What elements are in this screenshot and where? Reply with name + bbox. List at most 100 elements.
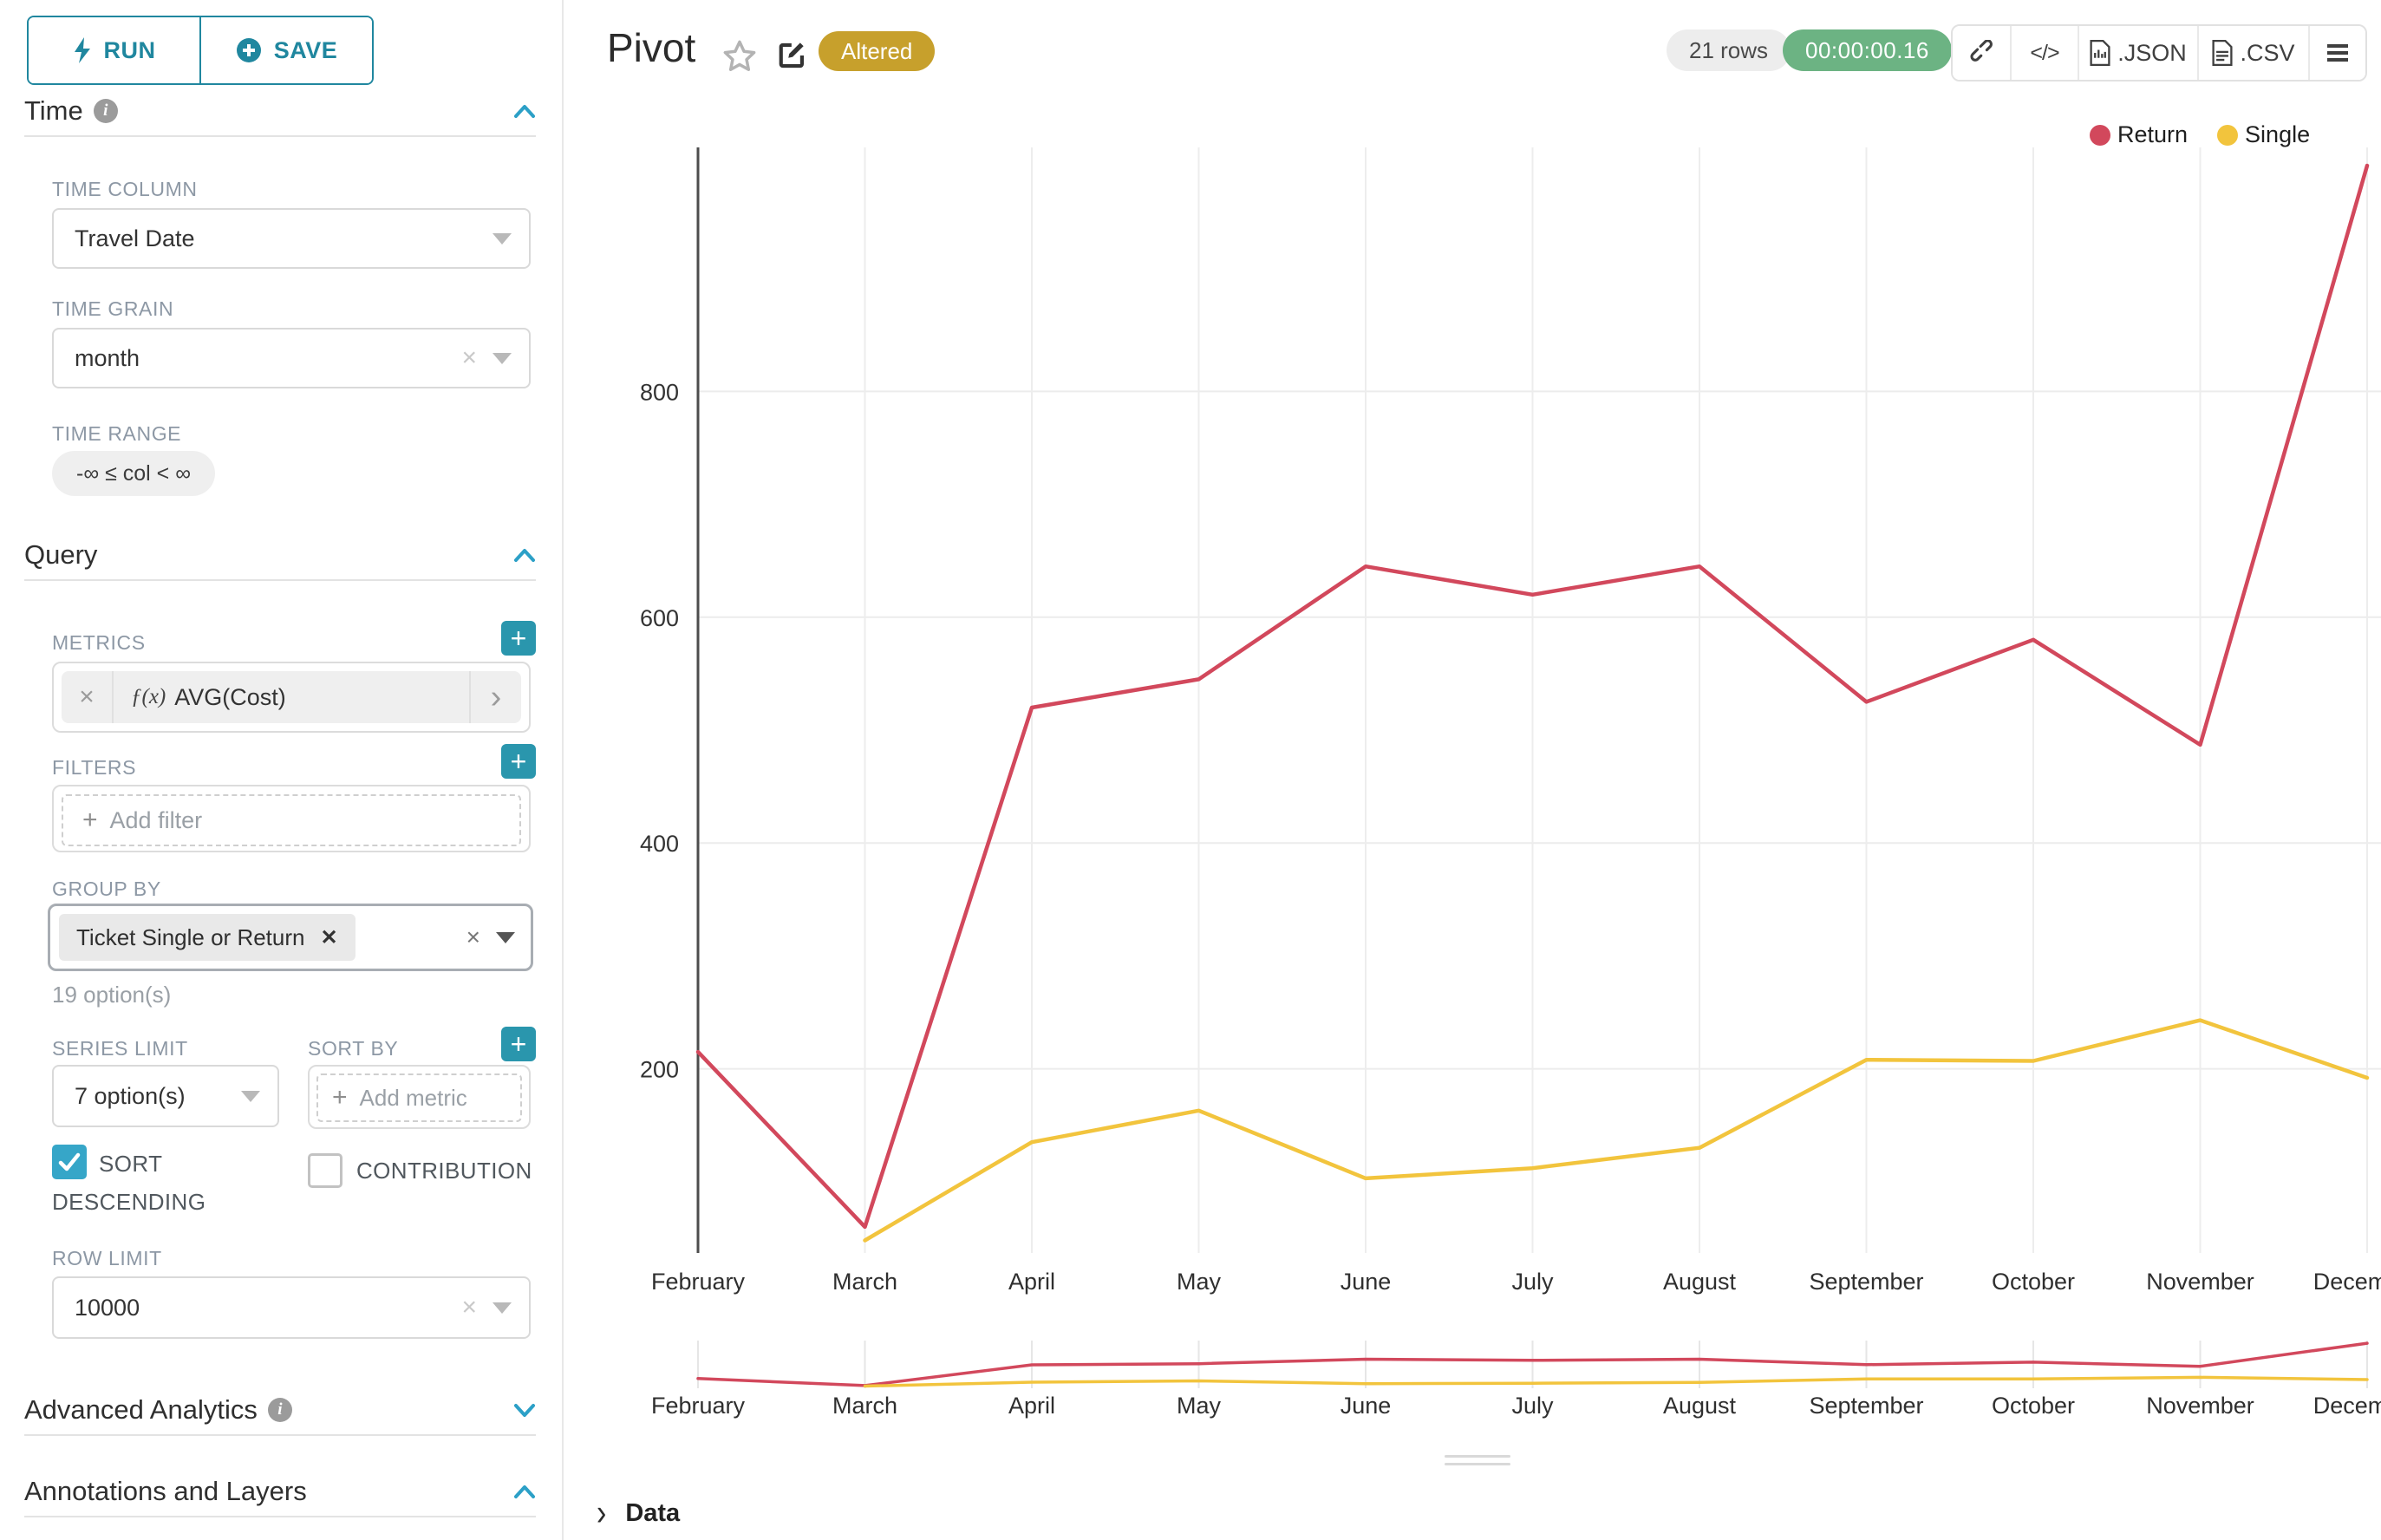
chart-legend: Return Single — [2090, 121, 2310, 148]
caret-down-icon — [241, 1090, 260, 1102]
group-by-chip[interactable]: Ticket Single or Return ✕ — [59, 914, 356, 961]
favorite-star-icon[interactable] — [721, 38, 758, 75]
query-section-header[interactable]: Query — [24, 531, 536, 581]
chevron-up-icon[interactable] — [513, 1484, 536, 1499]
svg-text:October: October — [1992, 1269, 2075, 1295]
caret-down-icon — [493, 232, 512, 245]
time-range-pill[interactable]: -∞ ≤ col < ∞ — [52, 451, 216, 496]
fx-icon: ƒ(x) — [131, 685, 166, 708]
altered-badge-label: Altered — [841, 37, 913, 64]
time-section-title: Time — [24, 95, 83, 126]
sort-by-label: SORT BY — [308, 1037, 399, 1060]
chevron-down-icon[interactable] — [513, 1402, 536, 1418]
add-filter-button[interactable]: + — [501, 744, 536, 779]
sort-descending-control[interactable]: SORT DESCENDING — [52, 1145, 251, 1221]
metrics-label: METRICS — [52, 631, 146, 654]
group-by-select[interactable]: Ticket Single or Return ✕ × — [48, 904, 533, 971]
add-metric-button[interactable]: + — [501, 621, 536, 656]
run-button[interactable]: RUN — [29, 17, 201, 83]
svg-text:February: February — [651, 1393, 746, 1419]
control-panel-sidebar: RUN SAVE Time i TIME COLUMN Travel Date … — [0, 0, 564, 1540]
row-count-badge: 21 rows — [1667, 29, 1791, 71]
series-limit-select[interactable]: 7 option(s) — [52, 1065, 279, 1127]
sort-descending-checkbox[interactable] — [52, 1145, 87, 1179]
time-grain-value: month — [75, 344, 140, 371]
advanced-analytics-section-header[interactable]: Advanced Analytics i — [24, 1386, 536, 1436]
save-button-label: SAVE — [273, 36, 338, 63]
series-limit-value: 7 option(s) — [75, 1082, 186, 1109]
contribution-control[interactable]: CONTRIBUTION — [308, 1153, 532, 1188]
data-panel-toggle[interactable]: › Data — [597, 1492, 681, 1534]
chevron-up-icon[interactable] — [513, 103, 536, 119]
svg-text:600: 600 — [640, 605, 679, 631]
svg-text:March: March — [832, 1269, 897, 1295]
time-section-header[interactable]: Time i — [24, 87, 536, 137]
caret-down-icon — [496, 931, 515, 943]
svg-text:April: April — [1008, 1269, 1055, 1295]
panel-resize-handle[interactable] — [1445, 1455, 1510, 1471]
plus-icon: + — [82, 806, 98, 834]
caret-down-icon — [493, 1302, 512, 1314]
contribution-checkbox[interactable] — [308, 1153, 342, 1188]
menu-button[interactable] — [2310, 26, 2365, 80]
run-save-button-group: RUN SAVE — [27, 16, 374, 85]
metric-chip[interactable]: × ƒ(x) AVG(Cost) › — [62, 671, 521, 723]
legend-item-single[interactable]: Single — [2217, 121, 2310, 148]
chevron-up-icon[interactable] — [513, 547, 536, 563]
add-filter-placeholder: Add filter — [109, 806, 203, 833]
sort-by-placeholder: Add metric — [359, 1084, 467, 1111]
svg-text:400: 400 — [640, 831, 679, 857]
svg-text:September: September — [1809, 1269, 1923, 1295]
info-icon: i — [267, 1398, 292, 1422]
embed-code-button[interactable]: </> — [2012, 26, 2079, 80]
clear-icon[interactable]: × — [461, 1293, 477, 1321]
lightning-icon — [74, 37, 90, 63]
chevron-right-icon[interactable]: › — [469, 671, 521, 723]
svg-text:April: April — [1008, 1393, 1055, 1419]
plus-circle-icon — [236, 38, 261, 62]
data-panel-label: Data — [625, 1499, 681, 1527]
line-chart[interactable]: 200 400 600 800 February February March March Ap… — [562, 0, 2381, 1540]
annotations-section-header[interactable]: Annotations and Layers — [24, 1467, 536, 1517]
query-section-title: Query — [24, 539, 98, 570]
remove-metric-icon[interactable]: × — [62, 671, 114, 723]
csv-file-icon — [2212, 40, 2234, 66]
svg-text:August: August — [1663, 1393, 1737, 1419]
svg-text:March: March — [832, 1393, 897, 1419]
export-json-label: .JSON — [2117, 39, 2187, 66]
add-filter-dropzone[interactable]: + Add filter — [62, 794, 521, 846]
svg-text:July: July — [1511, 1393, 1554, 1419]
plus-icon: + — [332, 1083, 348, 1112]
row-limit-value: 10000 — [75, 1294, 140, 1321]
add-sort-metric-dropzone[interactable]: + Add metric — [316, 1073, 522, 1122]
add-sort-metric-button[interactable]: + — [501, 1027, 536, 1061]
clear-icon[interactable]: × — [461, 343, 477, 372]
save-button[interactable]: SAVE — [201, 17, 372, 83]
remove-chip-icon[interactable]: ✕ — [320, 925, 338, 949]
legend-label-single: Single — [2245, 121, 2311, 147]
legend-dot-return — [2090, 124, 2110, 146]
legend-item-return[interactable]: Return — [2090, 121, 2188, 148]
row-limit-select[interactable]: 10000 × — [52, 1276, 531, 1339]
edit-icon[interactable] — [773, 38, 808, 73]
export-csv-button[interactable]: .CSV — [2199, 26, 2310, 80]
svg-text:August: August — [1663, 1269, 1737, 1295]
time-column-select[interactable]: Travel Date — [52, 208, 531, 269]
svg-text:February: February — [651, 1269, 746, 1295]
advanced-analytics-title: Advanced Analytics — [24, 1394, 258, 1425]
time-grain-select[interactable]: month × — [52, 328, 531, 388]
contribution-label: CONTRIBUTION — [356, 1157, 532, 1184]
group-by-hint: 19 option(s) — [52, 982, 172, 1008]
clear-icon[interactable]: × — [466, 923, 480, 950]
group-by-chip-label: Ticket Single or Return — [76, 923, 305, 950]
export-json-button[interactable]: .JSON — [2079, 26, 2199, 80]
group-by-label: GROUP BY — [52, 878, 161, 900]
svg-text:October: October — [1992, 1393, 2075, 1419]
copy-link-button[interactable] — [1953, 26, 2012, 80]
time-column-label: TIME COLUMN — [52, 178, 198, 200]
time-grain-label: TIME GRAIN — [52, 297, 174, 320]
svg-text:May: May — [1177, 1269, 1222, 1295]
series-limit-label: SERIES LIMIT — [52, 1037, 188, 1060]
filters-box: + Add filter — [52, 785, 531, 852]
export-csv-label: .CSV — [2240, 39, 2295, 66]
